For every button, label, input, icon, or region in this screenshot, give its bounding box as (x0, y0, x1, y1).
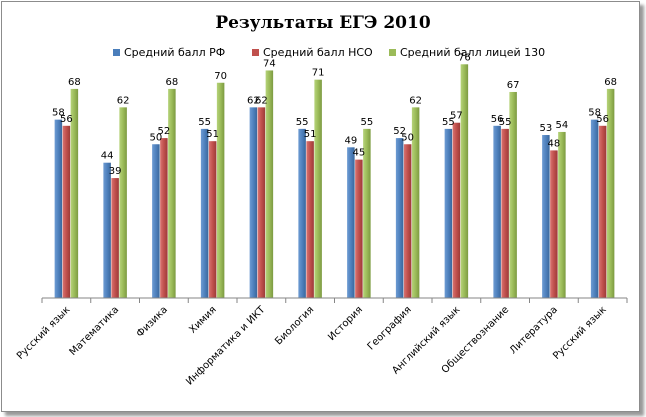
bar-3-5 (265, 70, 274, 298)
bar-3-12 (606, 88, 615, 299)
value-label-2-4: 51 (206, 129, 219, 140)
bar-2-7 (355, 159, 363, 298)
category-label-7: История (326, 304, 365, 343)
bar-2-5 (257, 107, 266, 298)
value-label-2-10: 55 (499, 117, 512, 128)
legend-label-1: Средний балл РФ (124, 46, 225, 59)
category-label-11: Литература (508, 304, 560, 356)
bar-2-10 (501, 128, 509, 298)
bar-2-3 (160, 138, 168, 298)
value-label-2-5: 62 (255, 95, 268, 106)
category-label-4: Химия (187, 304, 218, 335)
bar-3-6 (314, 79, 322, 298)
legend-label-2: Средний балл НСО (263, 46, 373, 59)
bar-1-1 (54, 119, 63, 299)
legend-swatch-1 (113, 49, 120, 56)
bar-2-2 (111, 178, 119, 298)
bar-1-10 (493, 125, 501, 298)
bar-3-10 (509, 91, 517, 298)
value-label-2-8: 50 (401, 132, 414, 143)
value-label-2-2: 39 (109, 166, 122, 177)
category-label-5: Информатика и ИКТ (184, 304, 268, 388)
value-label-3-2: 62 (117, 95, 130, 106)
value-label-3-6: 71 (312, 68, 325, 79)
value-label-1-3: 50 (150, 132, 163, 143)
bar-3-2 (119, 107, 127, 298)
legend: Средний балл РФ Средний балл НСО Средний б… (113, 46, 545, 59)
value-label-1-5: 62 (247, 95, 260, 106)
x-ticks (41, 298, 628, 303)
bar-1-12 (590, 119, 599, 299)
value-label-2-12: 56 (596, 114, 609, 125)
bar-3-9 (460, 64, 469, 298)
bar-2-12 (598, 125, 607, 298)
bar-3-3 (168, 88, 176, 299)
category-label-1: Русский язык (15, 304, 73, 362)
value-label-3-1: 68 (68, 77, 81, 88)
value-label-2-3: 52 (158, 126, 171, 137)
value-label-3-11: 54 (556, 120, 569, 131)
value-label-1-11: 53 (540, 123, 553, 134)
bar-1-3 (152, 144, 160, 298)
value-label-3-8: 62 (409, 95, 422, 106)
data-labels: 5856684439625052685551706262745551714945… (52, 52, 617, 177)
value-label-3-9: 76 (458, 52, 471, 63)
bar-2-4 (208, 141, 217, 298)
value-label-2-6: 51 (304, 129, 317, 140)
category-label-2: Математика (68, 304, 122, 358)
legend-swatch-2 (252, 49, 259, 56)
bar-1-9 (444, 128, 453, 298)
bar-3-4 (216, 82, 225, 298)
value-label-3-4: 70 (214, 71, 227, 82)
category-label-12: Русский язык (551, 304, 609, 362)
bar-1-11 (542, 135, 550, 298)
value-label-2-11: 48 (548, 138, 561, 149)
bar-2-11 (550, 150, 558, 298)
bar-1-7 (347, 147, 355, 298)
value-label-1-10: 56 (491, 114, 504, 125)
value-label-1-4: 55 (198, 117, 211, 128)
value-label-2-9: 57 (450, 111, 463, 122)
bar-1-5 (249, 107, 258, 298)
value-label-3-3: 68 (166, 77, 179, 88)
value-label-1-7: 49 (345, 135, 358, 146)
value-label-3-12: 68 (604, 77, 617, 88)
bar-1-4 (200, 128, 209, 298)
bar-3-11 (558, 131, 566, 298)
chart-title: Результаты ЕГЭ 2010 (215, 13, 431, 33)
bar-1-2 (103, 162, 111, 298)
value-label-1-9: 55 (442, 117, 455, 128)
bar-2-6 (306, 141, 314, 298)
value-label-1-2: 44 (101, 151, 114, 162)
category-label-8: География (366, 304, 414, 352)
value-label-2-7: 45 (353, 148, 366, 159)
bar-2-9 (452, 122, 461, 298)
value-label-2-1: 56 (60, 114, 73, 125)
bar-2-8 (403, 144, 412, 298)
value-label-1-6: 55 (296, 117, 309, 128)
bars (54, 64, 615, 299)
bar-3-7 (363, 128, 371, 298)
bar-3-8 (411, 107, 420, 298)
value-label-1-8: 52 (393, 126, 406, 137)
value-label-1-12: 58 (588, 108, 601, 119)
value-label-3-5: 74 (263, 58, 276, 69)
bar-1-8 (395, 138, 404, 298)
bar-1-6 (298, 128, 306, 298)
legend-swatch-3 (389, 49, 396, 56)
value-label-3-10: 67 (507, 80, 520, 91)
value-label-3-7: 55 (361, 117, 374, 128)
category-label-6: Биология (273, 304, 316, 347)
value-label-1-1: 58 (52, 108, 65, 119)
legend-label-3: Средний балл лицей 130 (400, 46, 545, 59)
category-label-3: Физика (135, 304, 170, 339)
bar-2-1 (62, 125, 71, 298)
bar-3-1 (70, 88, 79, 299)
